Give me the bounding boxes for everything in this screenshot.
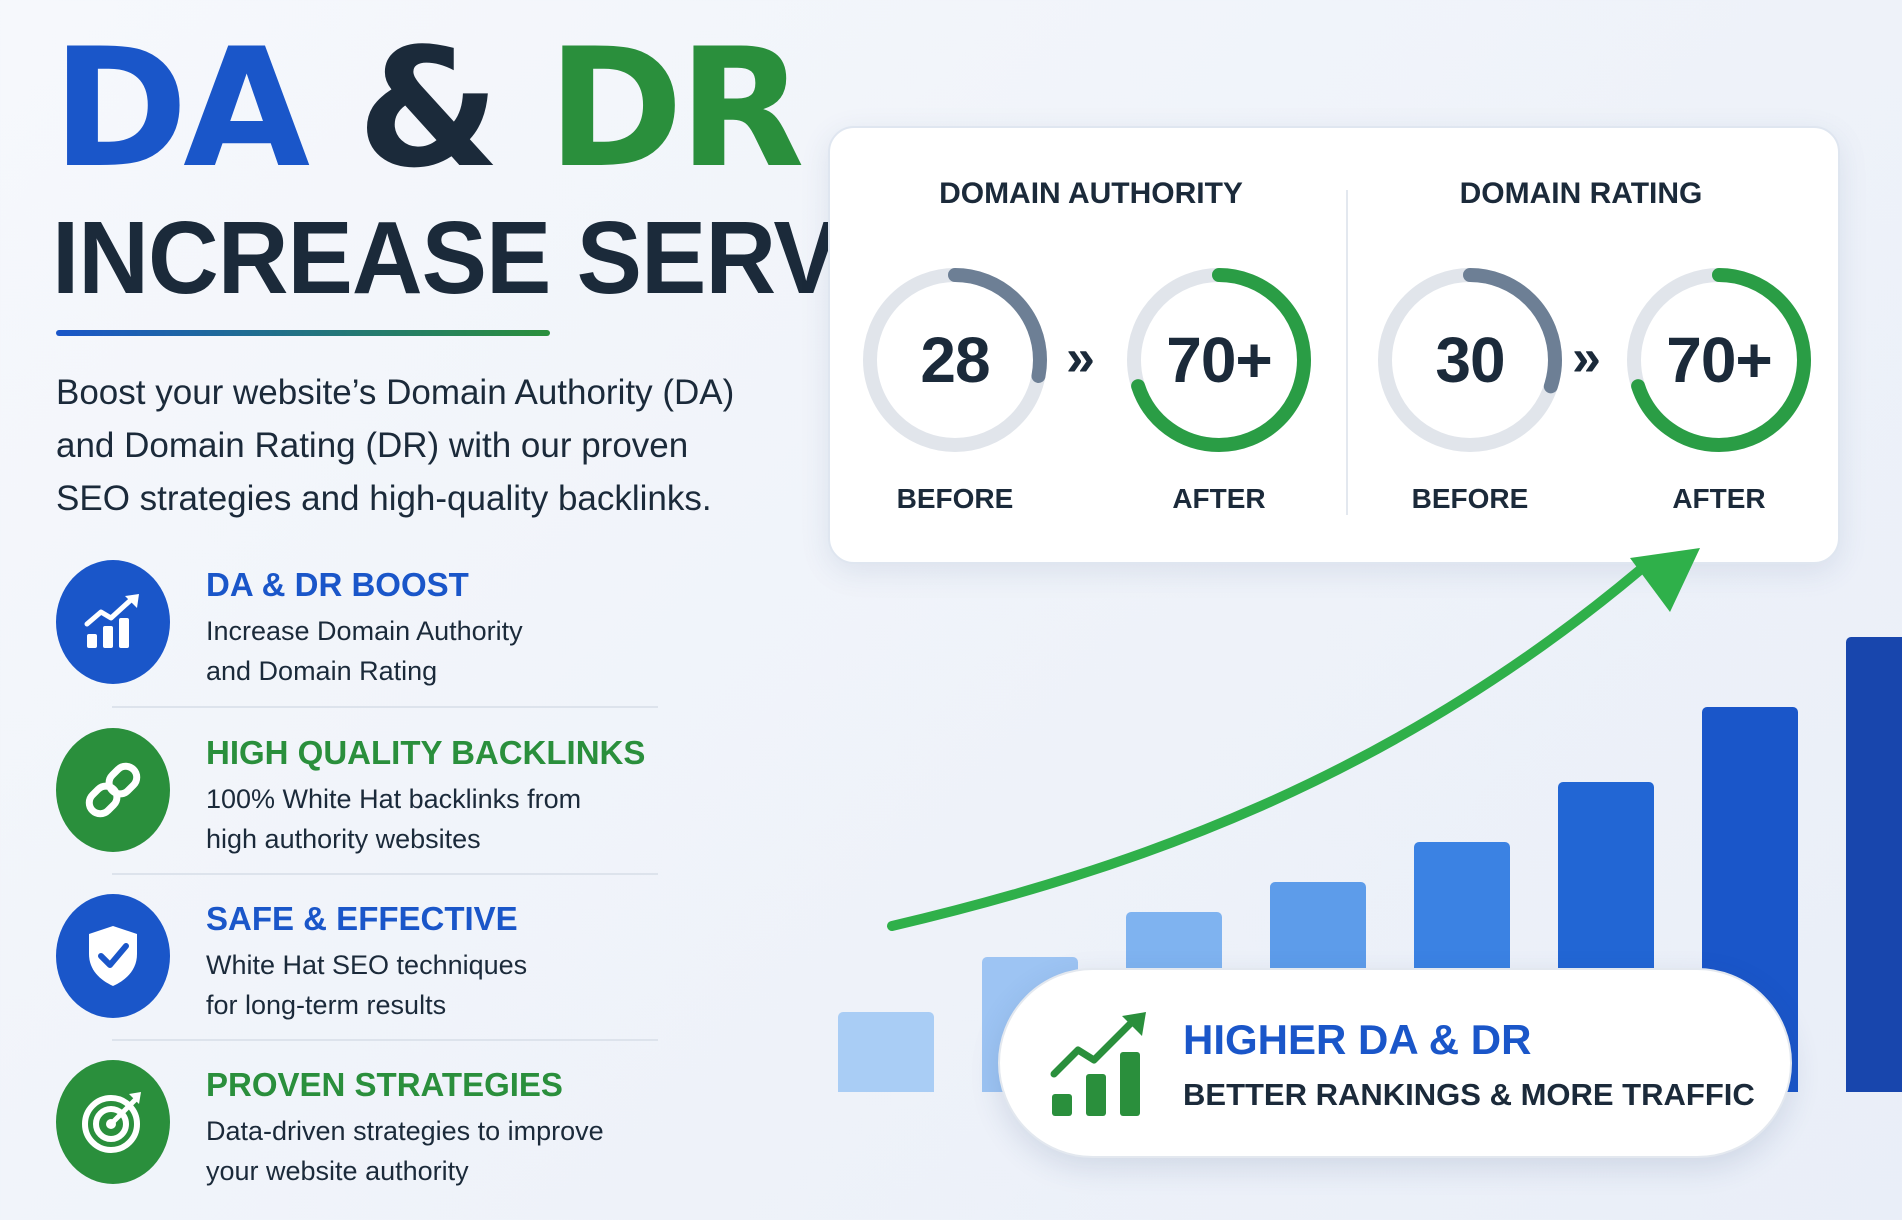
title-da: DA — [52, 13, 310, 204]
ring-dr-after-arc — [1627, 268, 1811, 452]
link-icon — [56, 728, 170, 852]
ring-da-after-label: AFTER — [1172, 483, 1266, 514]
intro-line: Boost your website’s Domain Authority (D… — [56, 373, 735, 412]
chevron-right-icon: » — [1572, 329, 1601, 387]
ring-da-after — [1127, 268, 1311, 452]
ring-da-before-value: 28 — [920, 324, 990, 396]
feature-heading: HIGH QUALITY BACKLINKS — [206, 734, 646, 771]
feature-text: White Hat SEO techniques — [206, 950, 528, 980]
banner-heading: HIGHER DA & DR — [1183, 1016, 1532, 1063]
feature-text: high authority websites — [206, 824, 481, 854]
intro-line: SEO strategies and high-quality backlink… — [56, 479, 712, 518]
ring-dr-before — [1378, 268, 1562, 452]
ring-dr-before-arc — [1378, 268, 1562, 452]
shield-check-icon — [56, 894, 170, 1018]
ring-dr-before-label: BEFORE — [1411, 483, 1529, 514]
metric-title-domain-authority: DOMAIN AUTHORITY — [939, 177, 1243, 210]
feature-divider — [112, 1039, 658, 1041]
feature-text: Increase Domain Authority — [206, 616, 523, 646]
page-title: DA & DR — [52, 24, 805, 194]
feature-heading: PROVEN STRATEGIES — [206, 1066, 563, 1103]
ring-da-after-arc — [1127, 268, 1311, 452]
title-dr: DR — [547, 13, 804, 204]
feature-heading: SAFE & EFFECTIVE — [206, 900, 518, 937]
title-underline — [56, 330, 550, 336]
feature-divider — [112, 706, 658, 708]
feature-heading: DA & DR BOOST — [206, 566, 469, 603]
metric-title-domain-rating: DOMAIN RATING — [1459, 177, 1703, 210]
feature-text: and Domain Rating — [206, 656, 438, 686]
ring-da-before-label: BEFORE — [896, 483, 1014, 514]
ring-da-before — [863, 268, 1047, 452]
growth-chart-icon — [1050, 1012, 1146, 1116]
ring-da-after-value: 70+ — [1166, 324, 1273, 396]
feature-text: 100% White Hat backlinks from — [206, 784, 582, 814]
ring-da-before-arc — [863, 268, 1047, 452]
feature-text: Data-driven strategies to improve — [206, 1116, 604, 1146]
growth-bar — [838, 1012, 934, 1092]
target-icon — [56, 1060, 170, 1184]
feature-safe-effective: SAFE & EFFECTIVE White Hat SEO technique… — [56, 894, 656, 1020]
feature-text: for long-term results — [206, 990, 447, 1020]
growth-bar — [1846, 637, 1902, 1092]
ring-dr-after — [1627, 268, 1811, 452]
feature-high-quality-backlinks: HIGH QUALITY BACKLINKS 100% White Hat ba… — [56, 728, 656, 854]
growth-chart-icon — [56, 560, 170, 684]
feature-divider — [112, 873, 658, 875]
ring-dr-after-value: 70+ — [1666, 324, 1773, 396]
feature-proven-strategies: PROVEN STRATEGIES Data-driven strategies… — [56, 1060, 656, 1186]
comparison-card — [828, 126, 1840, 564]
intro-text: Boost your website’s Domain Authority (D… — [56, 366, 796, 525]
title-ampersand: & — [305, 13, 548, 204]
card-separator — [1346, 190, 1348, 515]
chevron-right-icon: » — [1066, 329, 1095, 387]
ring-dr-before-value: 30 — [1435, 324, 1505, 396]
banner-subheading: BETTER RANKINGS & MORE TRAFFIC — [1183, 1077, 1755, 1112]
intro-line: and Domain Rating (DR) with our proven — [56, 426, 689, 465]
feature-da-dr-boost: DA & DR BOOST Increase Domain Authority … — [56, 560, 656, 686]
ring-dr-after-label: AFTER — [1672, 483, 1766, 514]
growth-arrow-icon — [887, 548, 1700, 931]
feature-text: your website authority — [206, 1156, 469, 1186]
